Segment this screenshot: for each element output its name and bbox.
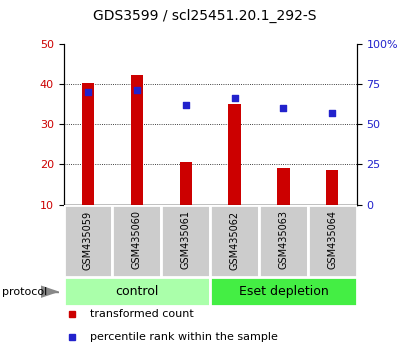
Bar [130, 75, 143, 205]
Bar [276, 169, 289, 205]
Point [85, 89, 91, 95]
Point [231, 96, 237, 101]
Bar [179, 162, 191, 205]
Bar [63, 205, 112, 277]
Text: protocol: protocol [2, 287, 47, 297]
Text: GSM435059: GSM435059 [83, 210, 93, 269]
Text: Eset depletion: Eset depletion [238, 285, 328, 298]
Text: GSM435061: GSM435061 [180, 210, 190, 269]
Bar [326, 170, 337, 205]
Text: control: control [115, 285, 158, 298]
Text: GSM435063: GSM435063 [278, 210, 288, 269]
Point [133, 87, 140, 93]
Text: GDS3599 / scl25451.20.1_292-S: GDS3599 / scl25451.20.1_292-S [93, 9, 316, 23]
Bar [63, 277, 209, 306]
Text: GSM435062: GSM435062 [229, 210, 239, 269]
Point [279, 105, 286, 111]
Bar [228, 104, 240, 205]
Bar [82, 83, 94, 205]
Text: GSM435060: GSM435060 [132, 210, 142, 269]
Bar [209, 205, 258, 277]
Bar [112, 205, 161, 277]
Point [328, 110, 335, 116]
Polygon shape [41, 285, 59, 298]
Bar [209, 277, 356, 306]
Bar [161, 205, 210, 277]
Point [182, 102, 189, 108]
Text: transformed count: transformed count [90, 309, 193, 319]
Text: percentile rank within the sample: percentile rank within the sample [90, 332, 277, 342]
Text: GSM435064: GSM435064 [326, 210, 337, 269]
Bar [258, 205, 307, 277]
Bar [307, 205, 356, 277]
